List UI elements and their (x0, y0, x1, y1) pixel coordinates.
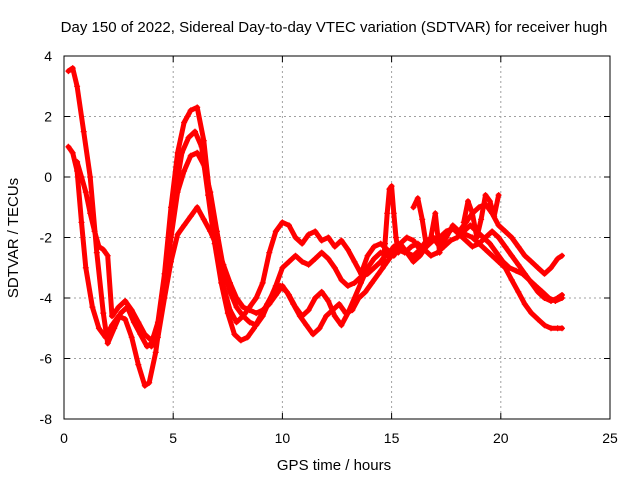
y-axis-label: SDTVAR / TECUs (5, 178, 22, 298)
series-points (460, 192, 502, 241)
series-G (460, 192, 502, 241)
x-axis-label: GPS time / hours (277, 457, 391, 474)
data-series (65, 65, 565, 389)
x-tick-label: 5 (169, 430, 177, 446)
y-tick-label: 4 (44, 48, 52, 64)
x-tick-label: 10 (275, 430, 291, 446)
y-tick-label: -2 (40, 230, 53, 246)
series-line (148, 204, 565, 349)
series-line (65, 65, 565, 349)
series-points (379, 183, 402, 271)
y-tick-label: -6 (40, 351, 53, 367)
axis-ticks: 0 5 10 15 20 25 -8 -6 -4 -2 0 2 4 (40, 48, 618, 446)
chart-title: Day 150 of 2022, Sidereal Day-to-day VTE… (61, 19, 608, 36)
grid-lines (64, 56, 610, 419)
x-tick-label: 25 (602, 430, 618, 446)
y-tick-label: 0 (44, 169, 52, 185)
series-E (379, 183, 402, 271)
x-tick-label: 0 (60, 430, 68, 446)
series-line (380, 183, 401, 271)
series-F (410, 195, 443, 256)
series-points (410, 195, 443, 256)
x-tick-label: 20 (493, 430, 509, 446)
x-tick-label: 15 (384, 430, 400, 446)
y-tick-label: 2 (44, 109, 52, 125)
y-tick-label: -8 (40, 411, 53, 427)
y-tick-label: -4 (40, 290, 53, 306)
